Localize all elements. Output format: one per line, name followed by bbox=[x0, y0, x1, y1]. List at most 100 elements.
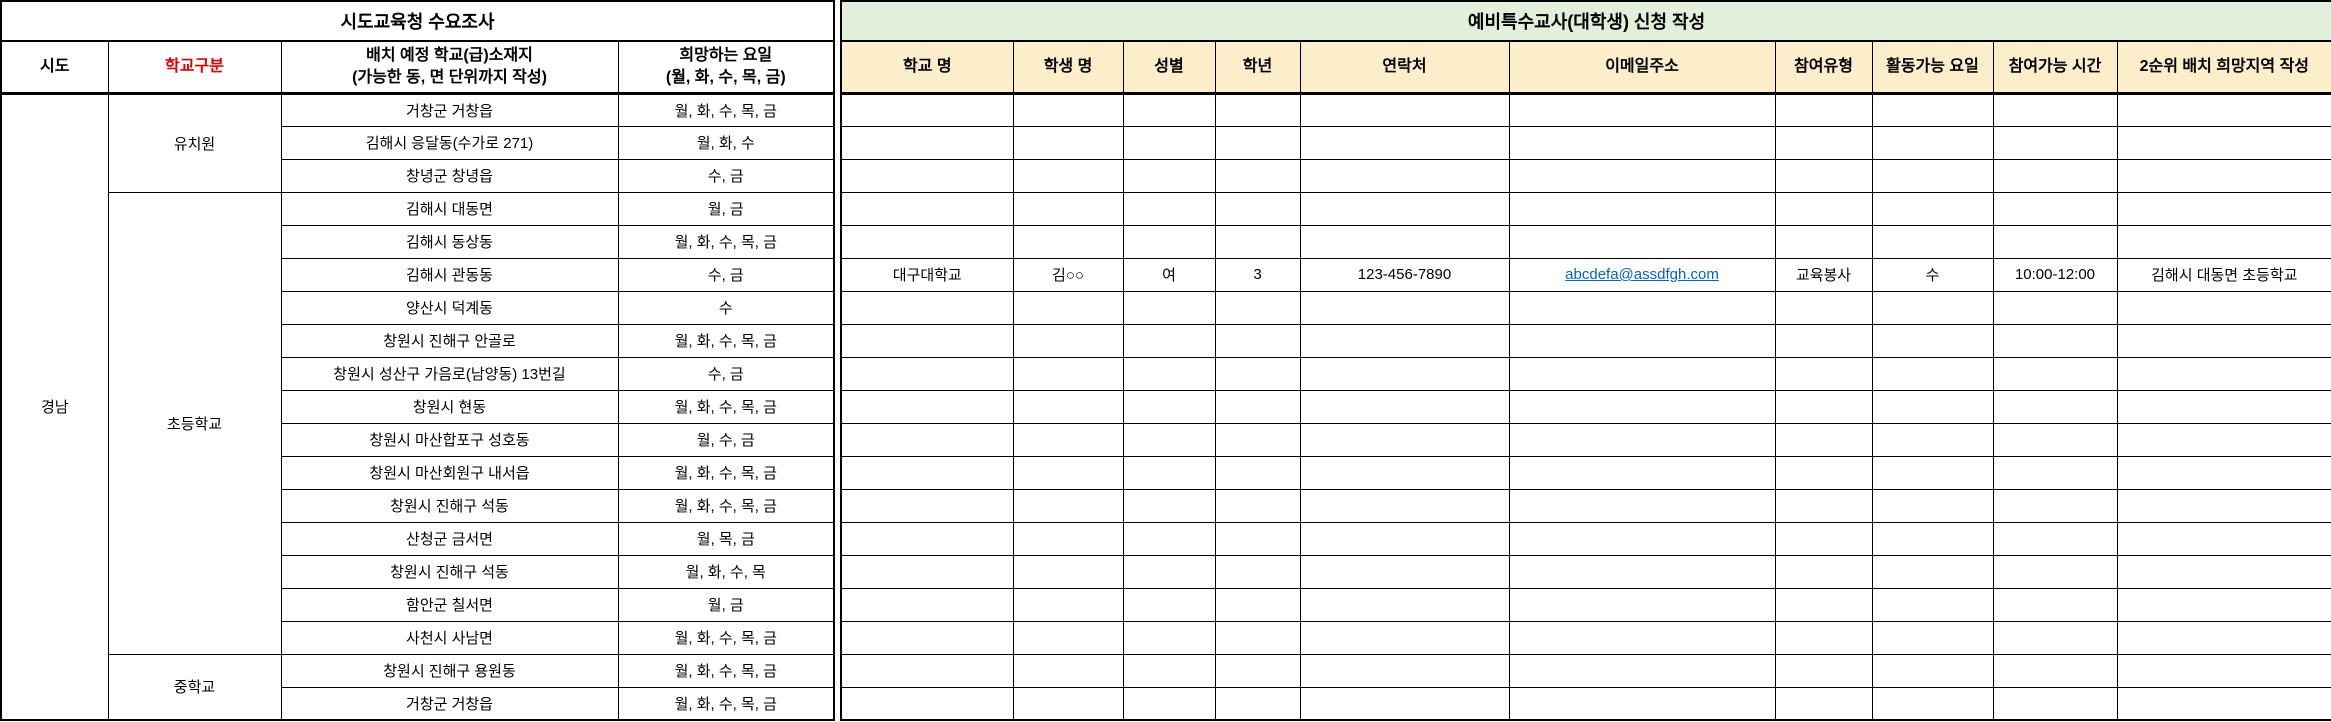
location-cell[interactable]: 함안군 칠서면 bbox=[280, 587, 619, 622]
gender-cell[interactable] bbox=[1122, 224, 1216, 259]
email-cell[interactable] bbox=[1508, 488, 1776, 523]
days-cell[interactable]: 수, 금 bbox=[617, 356, 835, 391]
available-day-cell[interactable] bbox=[1871, 158, 1994, 193]
phone-cell[interactable]: 123-456-7890 bbox=[1299, 257, 1510, 292]
school-name-cell[interactable] bbox=[840, 158, 1014, 193]
days-cell[interactable]: 월, 화, 수, 목, 금 bbox=[617, 323, 835, 358]
student-name-cell[interactable]: 김○○ bbox=[1012, 257, 1124, 292]
grade-cell[interactable] bbox=[1214, 125, 1301, 160]
available-time-cell[interactable]: 10:00-12:00 bbox=[1992, 257, 2118, 292]
participation-type-cell[interactable] bbox=[1774, 554, 1873, 589]
second-choice-region-cell[interactable] bbox=[2116, 158, 2331, 193]
gender-cell[interactable] bbox=[1122, 389, 1216, 424]
phone-cell[interactable] bbox=[1299, 455, 1510, 490]
gender-cell[interactable] bbox=[1122, 356, 1216, 391]
location-cell[interactable]: 창원시 현동 bbox=[280, 389, 619, 424]
grade-cell[interactable] bbox=[1214, 158, 1301, 193]
school-name-cell[interactable] bbox=[840, 422, 1014, 457]
student-name-cell[interactable] bbox=[1012, 587, 1124, 622]
gender-cell[interactable] bbox=[1122, 521, 1216, 556]
header-available-time[interactable]: 참여가능 시간 bbox=[1992, 40, 2118, 95]
school-name-cell[interactable] bbox=[840, 521, 1014, 556]
second-choice-region-cell[interactable] bbox=[2116, 191, 2331, 226]
header-school-name[interactable]: 학교 명 bbox=[840, 40, 1014, 95]
second-choice-region-cell[interactable]: 김해시 대동면 초등학교 bbox=[2116, 257, 2331, 292]
second-choice-region-cell[interactable] bbox=[2116, 356, 2331, 391]
second-choice-region-cell[interactable] bbox=[2116, 92, 2331, 127]
participation-type-cell[interactable] bbox=[1774, 455, 1873, 490]
location-cell[interactable]: 창원시 진해구 석동 bbox=[280, 554, 619, 589]
grade-cell[interactable] bbox=[1214, 587, 1301, 622]
header-participation-type[interactable]: 참여유형 bbox=[1774, 40, 1873, 95]
second-choice-region-cell[interactable] bbox=[2116, 521, 2331, 556]
available-time-cell[interactable] bbox=[1992, 356, 2118, 391]
email-cell[interactable] bbox=[1508, 620, 1776, 655]
school-name-cell[interactable] bbox=[840, 323, 1014, 358]
participation-type-cell[interactable] bbox=[1774, 158, 1873, 193]
header-gender[interactable]: 성별 bbox=[1122, 40, 1216, 95]
participation-type-cell[interactable] bbox=[1774, 422, 1873, 457]
student-name-cell[interactable] bbox=[1012, 224, 1124, 259]
phone-cell[interactable] bbox=[1299, 158, 1510, 193]
student-name-cell[interactable] bbox=[1012, 125, 1124, 160]
days-cell[interactable]: 수, 금 bbox=[617, 158, 835, 193]
grade-cell[interactable] bbox=[1214, 620, 1301, 655]
available-time-cell[interactable] bbox=[1992, 488, 2118, 523]
available-day-cell[interactable] bbox=[1871, 422, 1994, 457]
days-cell[interactable]: 월, 화, 수, 목, 금 bbox=[617, 653, 835, 688]
available-day-cell[interactable] bbox=[1871, 356, 1994, 391]
email-cell[interactable] bbox=[1508, 521, 1776, 556]
days-cell[interactable]: 월, 화, 수 bbox=[617, 125, 835, 160]
school-type-cell[interactable]: 중학교 bbox=[107, 653, 282, 721]
phone-cell[interactable] bbox=[1299, 191, 1510, 226]
student-name-cell[interactable] bbox=[1012, 92, 1124, 127]
student-name-cell[interactable] bbox=[1012, 323, 1124, 358]
location-cell[interactable]: 양산시 덕계동 bbox=[280, 290, 619, 325]
available-time-cell[interactable] bbox=[1992, 323, 2118, 358]
available-day-cell[interactable] bbox=[1871, 620, 1994, 655]
gender-cell[interactable] bbox=[1122, 191, 1216, 226]
email-cell[interactable] bbox=[1508, 389, 1776, 424]
grade-cell[interactable] bbox=[1214, 554, 1301, 589]
gender-cell[interactable] bbox=[1122, 290, 1216, 325]
gender-cell[interactable] bbox=[1122, 422, 1216, 457]
email-cell[interactable] bbox=[1508, 191, 1776, 226]
available-day-cell[interactable] bbox=[1871, 191, 1994, 226]
school-name-cell[interactable] bbox=[840, 92, 1014, 127]
available-day-cell[interactable] bbox=[1871, 554, 1994, 589]
sido-cell[interactable]: 경남 bbox=[0, 92, 109, 721]
gender-cell[interactable] bbox=[1122, 686, 1216, 721]
second-choice-region-cell[interactable] bbox=[2116, 224, 2331, 259]
days-cell[interactable]: 월, 화, 수, 목, 금 bbox=[617, 224, 835, 259]
school-name-cell[interactable] bbox=[840, 620, 1014, 655]
gender-cell[interactable]: 여 bbox=[1122, 257, 1216, 292]
grade-cell[interactable] bbox=[1214, 422, 1301, 457]
phone-cell[interactable] bbox=[1299, 323, 1510, 358]
participation-type-cell[interactable] bbox=[1774, 125, 1873, 160]
phone-cell[interactable] bbox=[1299, 125, 1510, 160]
available-time-cell[interactable] bbox=[1992, 455, 2118, 490]
school-name-cell[interactable]: 대구대학교 bbox=[840, 257, 1014, 292]
email-link[interactable]: abcdefa@assdfgh.com bbox=[1565, 266, 1719, 283]
available-time-cell[interactable] bbox=[1992, 224, 2118, 259]
available-time-cell[interactable] bbox=[1992, 92, 2118, 127]
available-day-cell[interactable] bbox=[1871, 224, 1994, 259]
grade-cell[interactable] bbox=[1214, 455, 1301, 490]
participation-type-cell[interactable] bbox=[1774, 92, 1873, 127]
email-cell[interactable] bbox=[1508, 554, 1776, 589]
student-name-cell[interactable] bbox=[1012, 554, 1124, 589]
gender-cell[interactable] bbox=[1122, 323, 1216, 358]
available-time-cell[interactable] bbox=[1992, 554, 2118, 589]
email-cell[interactable] bbox=[1508, 290, 1776, 325]
grade-cell[interactable] bbox=[1214, 389, 1301, 424]
header-grade[interactable]: 학년 bbox=[1214, 40, 1301, 95]
location-cell[interactable]: 사천시 사남면 bbox=[280, 620, 619, 655]
phone-cell[interactable] bbox=[1299, 92, 1510, 127]
phone-cell[interactable] bbox=[1299, 224, 1510, 259]
phone-cell[interactable] bbox=[1299, 653, 1510, 688]
header-school-type[interactable]: 학교구분 bbox=[107, 40, 282, 95]
school-name-cell[interactable] bbox=[840, 356, 1014, 391]
days-cell[interactable]: 월, 화, 수, 목, 금 bbox=[617, 455, 835, 490]
second-choice-region-cell[interactable] bbox=[2116, 620, 2331, 655]
email-cell[interactable] bbox=[1508, 653, 1776, 688]
